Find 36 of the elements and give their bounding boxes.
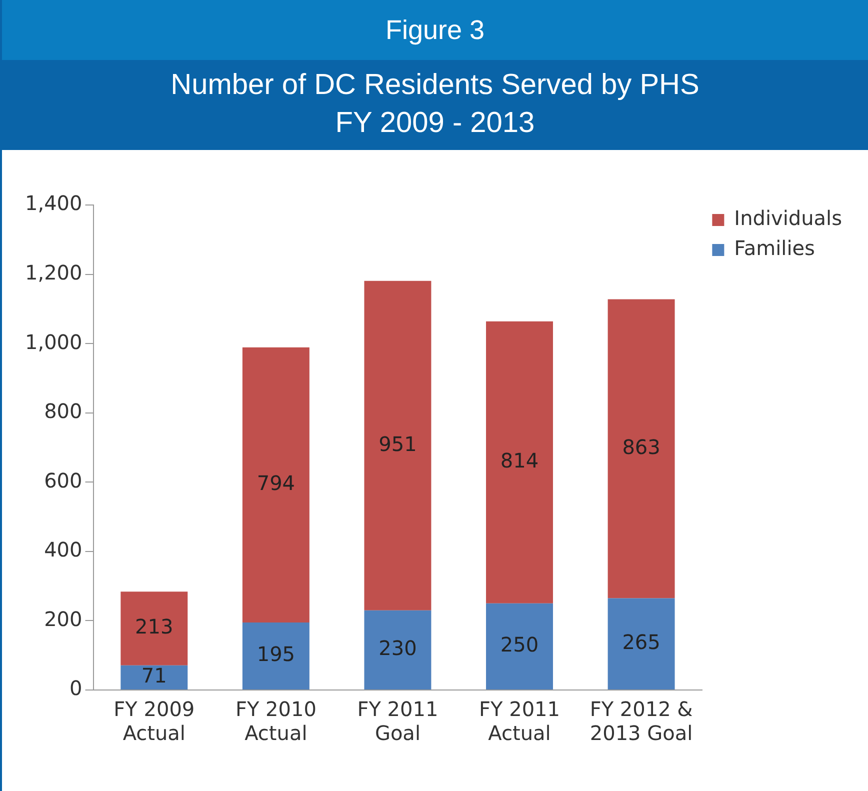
y-tick-label: 0: [70, 676, 82, 700]
x-tick-label: FY 2012 & 2013 Goal: [590, 697, 693, 746]
y-tick-label: 600: [44, 468, 82, 492]
data-label: 863: [622, 434, 660, 459]
data-label: 230: [378, 636, 417, 660]
x-tick-label: FY 2010 Actual: [235, 697, 316, 746]
x-tick-label: FY 2009 Actual: [114, 697, 195, 746]
bar: [242, 347, 310, 622]
bar: [120, 665, 188, 690]
y-tick-label: 1,400: [24, 191, 82, 216]
chart-subtitle: Number of DC Residents Served by PHS FY 2009 - 2013: [170, 68, 700, 141]
data-label: 213: [135, 614, 174, 639]
x-tick-label: FY 2011 Goal: [357, 697, 438, 746]
legend-label: Families: [734, 236, 815, 260]
data-label: 951: [378, 432, 417, 456]
bar: [486, 321, 553, 604]
x-tick-label: FY 2011 Actual: [479, 697, 560, 746]
data-label: 195: [256, 642, 296, 666]
bar: [608, 598, 675, 690]
y-tick-label: 800: [44, 399, 82, 424]
bar: [242, 622, 310, 690]
legend-label: Individuals: [734, 206, 842, 230]
bar: [486, 603, 553, 690]
data-label: 794: [256, 471, 296, 496]
data-label: 814: [500, 448, 539, 473]
y-tick-label: 200: [44, 606, 82, 631]
y-tick-label: 1,200: [24, 260, 82, 284]
y-tick-label: 400: [44, 538, 82, 562]
y-tick-label: 1,000: [24, 330, 82, 354]
data-label: 71: [141, 664, 167, 688]
data-label: 250: [500, 632, 539, 657]
bar: [608, 299, 675, 598]
data-label: 265: [622, 630, 660, 654]
bar: [120, 592, 188, 666]
bar: [364, 610, 432, 690]
bar: [364, 280, 432, 610]
